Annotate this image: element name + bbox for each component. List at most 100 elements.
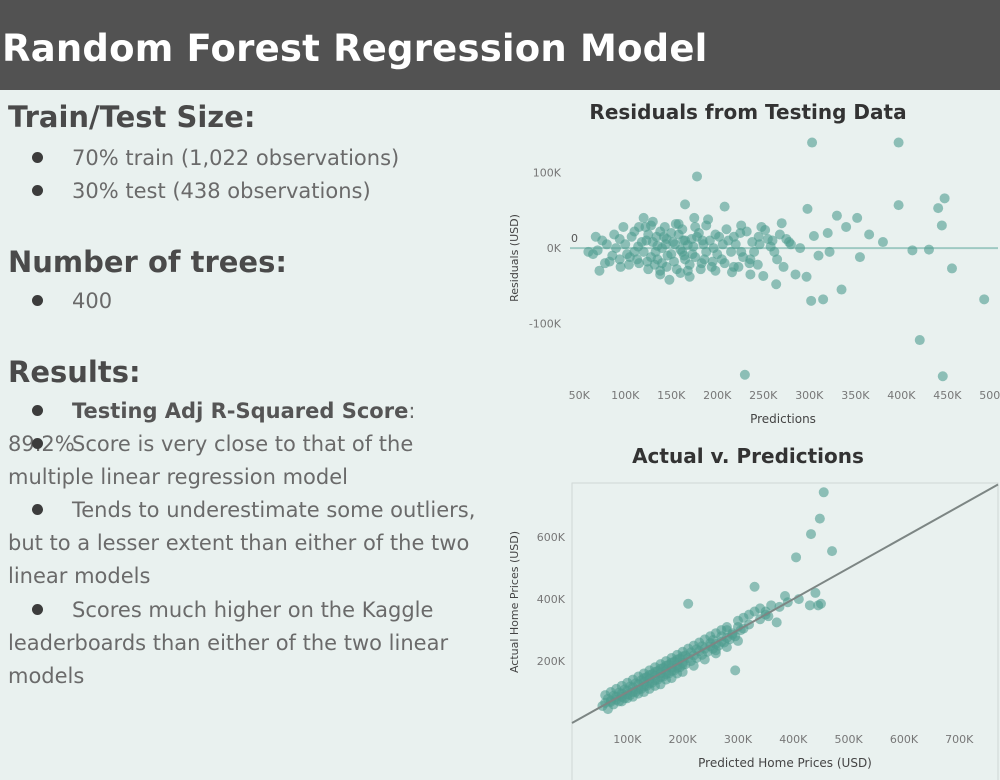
residuals-point <box>808 231 819 242</box>
residuals-point <box>719 201 730 212</box>
residuals-point <box>660 239 671 250</box>
residuals-point <box>933 203 944 214</box>
section-title-split: Train/Test Size: <box>8 100 256 134</box>
residuals-point <box>767 235 778 246</box>
residuals-point <box>717 239 728 250</box>
bullet-item: 70% train (1,022 observations) <box>8 142 486 175</box>
residuals-point <box>688 241 699 252</box>
bullet-icon <box>32 405 43 416</box>
residuals-point <box>726 267 737 278</box>
residuals-point <box>714 231 725 242</box>
residuals-x-tick-label: 200K <box>703 389 732 402</box>
residuals-point <box>790 269 801 280</box>
residuals-point <box>813 250 824 261</box>
actual-x-tick-label: 400K <box>779 733 808 746</box>
bullet-icon <box>32 438 43 449</box>
header-bar: Random Forest Regression Model <box>0 0 1000 90</box>
residuals-point <box>664 274 675 285</box>
residuals-point <box>599 258 610 269</box>
residuals-point <box>824 246 835 257</box>
residuals-point <box>854 252 865 263</box>
actual-plot-frame <box>571 482 999 780</box>
bullet-icon <box>32 185 43 196</box>
bullet-text: 400 <box>72 289 113 313</box>
residuals-y-tick-label: 100K <box>533 167 562 180</box>
residuals-point <box>696 258 707 269</box>
residuals-point <box>623 259 634 270</box>
residuals-point <box>807 137 818 148</box>
residuals-point <box>708 243 719 254</box>
actual-point <box>721 642 732 653</box>
residuals-point <box>638 212 649 223</box>
residuals-point <box>745 269 756 280</box>
actual-x-tick-label: 700K <box>945 733 974 746</box>
bullet-text-bold: Testing Adj R-Squared Score <box>72 399 409 423</box>
actual-x-axis-label: Predicted Home Prices (USD) <box>698 756 872 770</box>
residuals-point <box>893 200 904 211</box>
residuals-point <box>673 218 684 229</box>
bullet-item: Scores much higher on the Kaggle leaderb… <box>8 594 486 693</box>
actual-point <box>818 487 829 498</box>
residuals-point <box>778 261 789 272</box>
residuals-point <box>719 258 730 269</box>
residuals-point <box>592 245 603 256</box>
residuals-point <box>864 229 875 240</box>
residuals-point <box>946 263 957 274</box>
bullet-icon <box>32 504 43 515</box>
residuals-point <box>626 231 637 242</box>
residuals-point <box>622 249 633 260</box>
residuals-point <box>795 243 806 254</box>
residuals-point <box>614 254 625 265</box>
residuals-point <box>749 246 760 257</box>
residuals-point <box>736 246 747 257</box>
residuals-point <box>771 279 782 290</box>
actual-y-tick-label: 400K <box>537 593 566 606</box>
bullet-item: Score is very close to that of the multi… <box>8 428 486 494</box>
residuals-point <box>601 239 612 250</box>
residuals-x-tick-label: 300K <box>795 389 824 402</box>
residuals-point <box>666 228 677 238</box>
residuals-chart-title: Residuals from Testing Data <box>589 100 906 124</box>
residuals-point <box>655 265 666 276</box>
residuals-point <box>831 210 842 221</box>
residuals-point <box>936 220 947 231</box>
residuals-point <box>642 256 653 267</box>
residuals-point <box>679 250 690 261</box>
actual-x-tick-label: 200K <box>669 733 698 746</box>
residuals-point <box>721 224 732 235</box>
residuals-point <box>662 250 673 261</box>
residuals-point <box>583 246 594 257</box>
actual-y-tick-label: 200K <box>537 655 566 668</box>
residuals-x-tick-label: 500K <box>979 389 1000 402</box>
residuals-point <box>841 221 852 232</box>
residuals-point <box>914 335 925 346</box>
bullet-text: Score is very close to that of the multi… <box>8 432 414 489</box>
residuals-point <box>590 231 601 242</box>
actual-x-tick-label: 300K <box>724 733 753 746</box>
actual-point <box>815 598 826 609</box>
residuals-x-tick-label: 100K <box>611 389 640 402</box>
bullet-icon <box>32 604 43 615</box>
residuals-point <box>758 270 769 281</box>
residuals-point <box>754 239 765 250</box>
residuals-point <box>659 221 670 232</box>
section-title-results: Results: <box>8 355 141 389</box>
summary-panel: Train/Test Size: 70% train (1,022 observ… <box>0 90 500 780</box>
residuals-x-tick-label: 350K <box>841 389 870 402</box>
residuals-point <box>893 137 904 148</box>
page-title: Random Forest Regression Model <box>2 27 708 70</box>
residuals-point <box>651 231 662 242</box>
actual-y-axis-label: Actual Home Prices (USD) <box>508 531 521 673</box>
residuals-point <box>594 265 605 276</box>
actual-x-tick-label: 600K <box>890 733 919 746</box>
residuals-point <box>774 229 785 240</box>
residuals-point <box>739 369 750 380</box>
residuals-y-tick-label: -100K <box>529 317 562 330</box>
residuals-point <box>801 271 812 282</box>
actual-trend-line <box>571 483 999 724</box>
residuals-point <box>836 284 847 295</box>
actual-point <box>749 581 760 592</box>
residuals-point <box>701 246 712 257</box>
residuals-point <box>618 221 629 232</box>
